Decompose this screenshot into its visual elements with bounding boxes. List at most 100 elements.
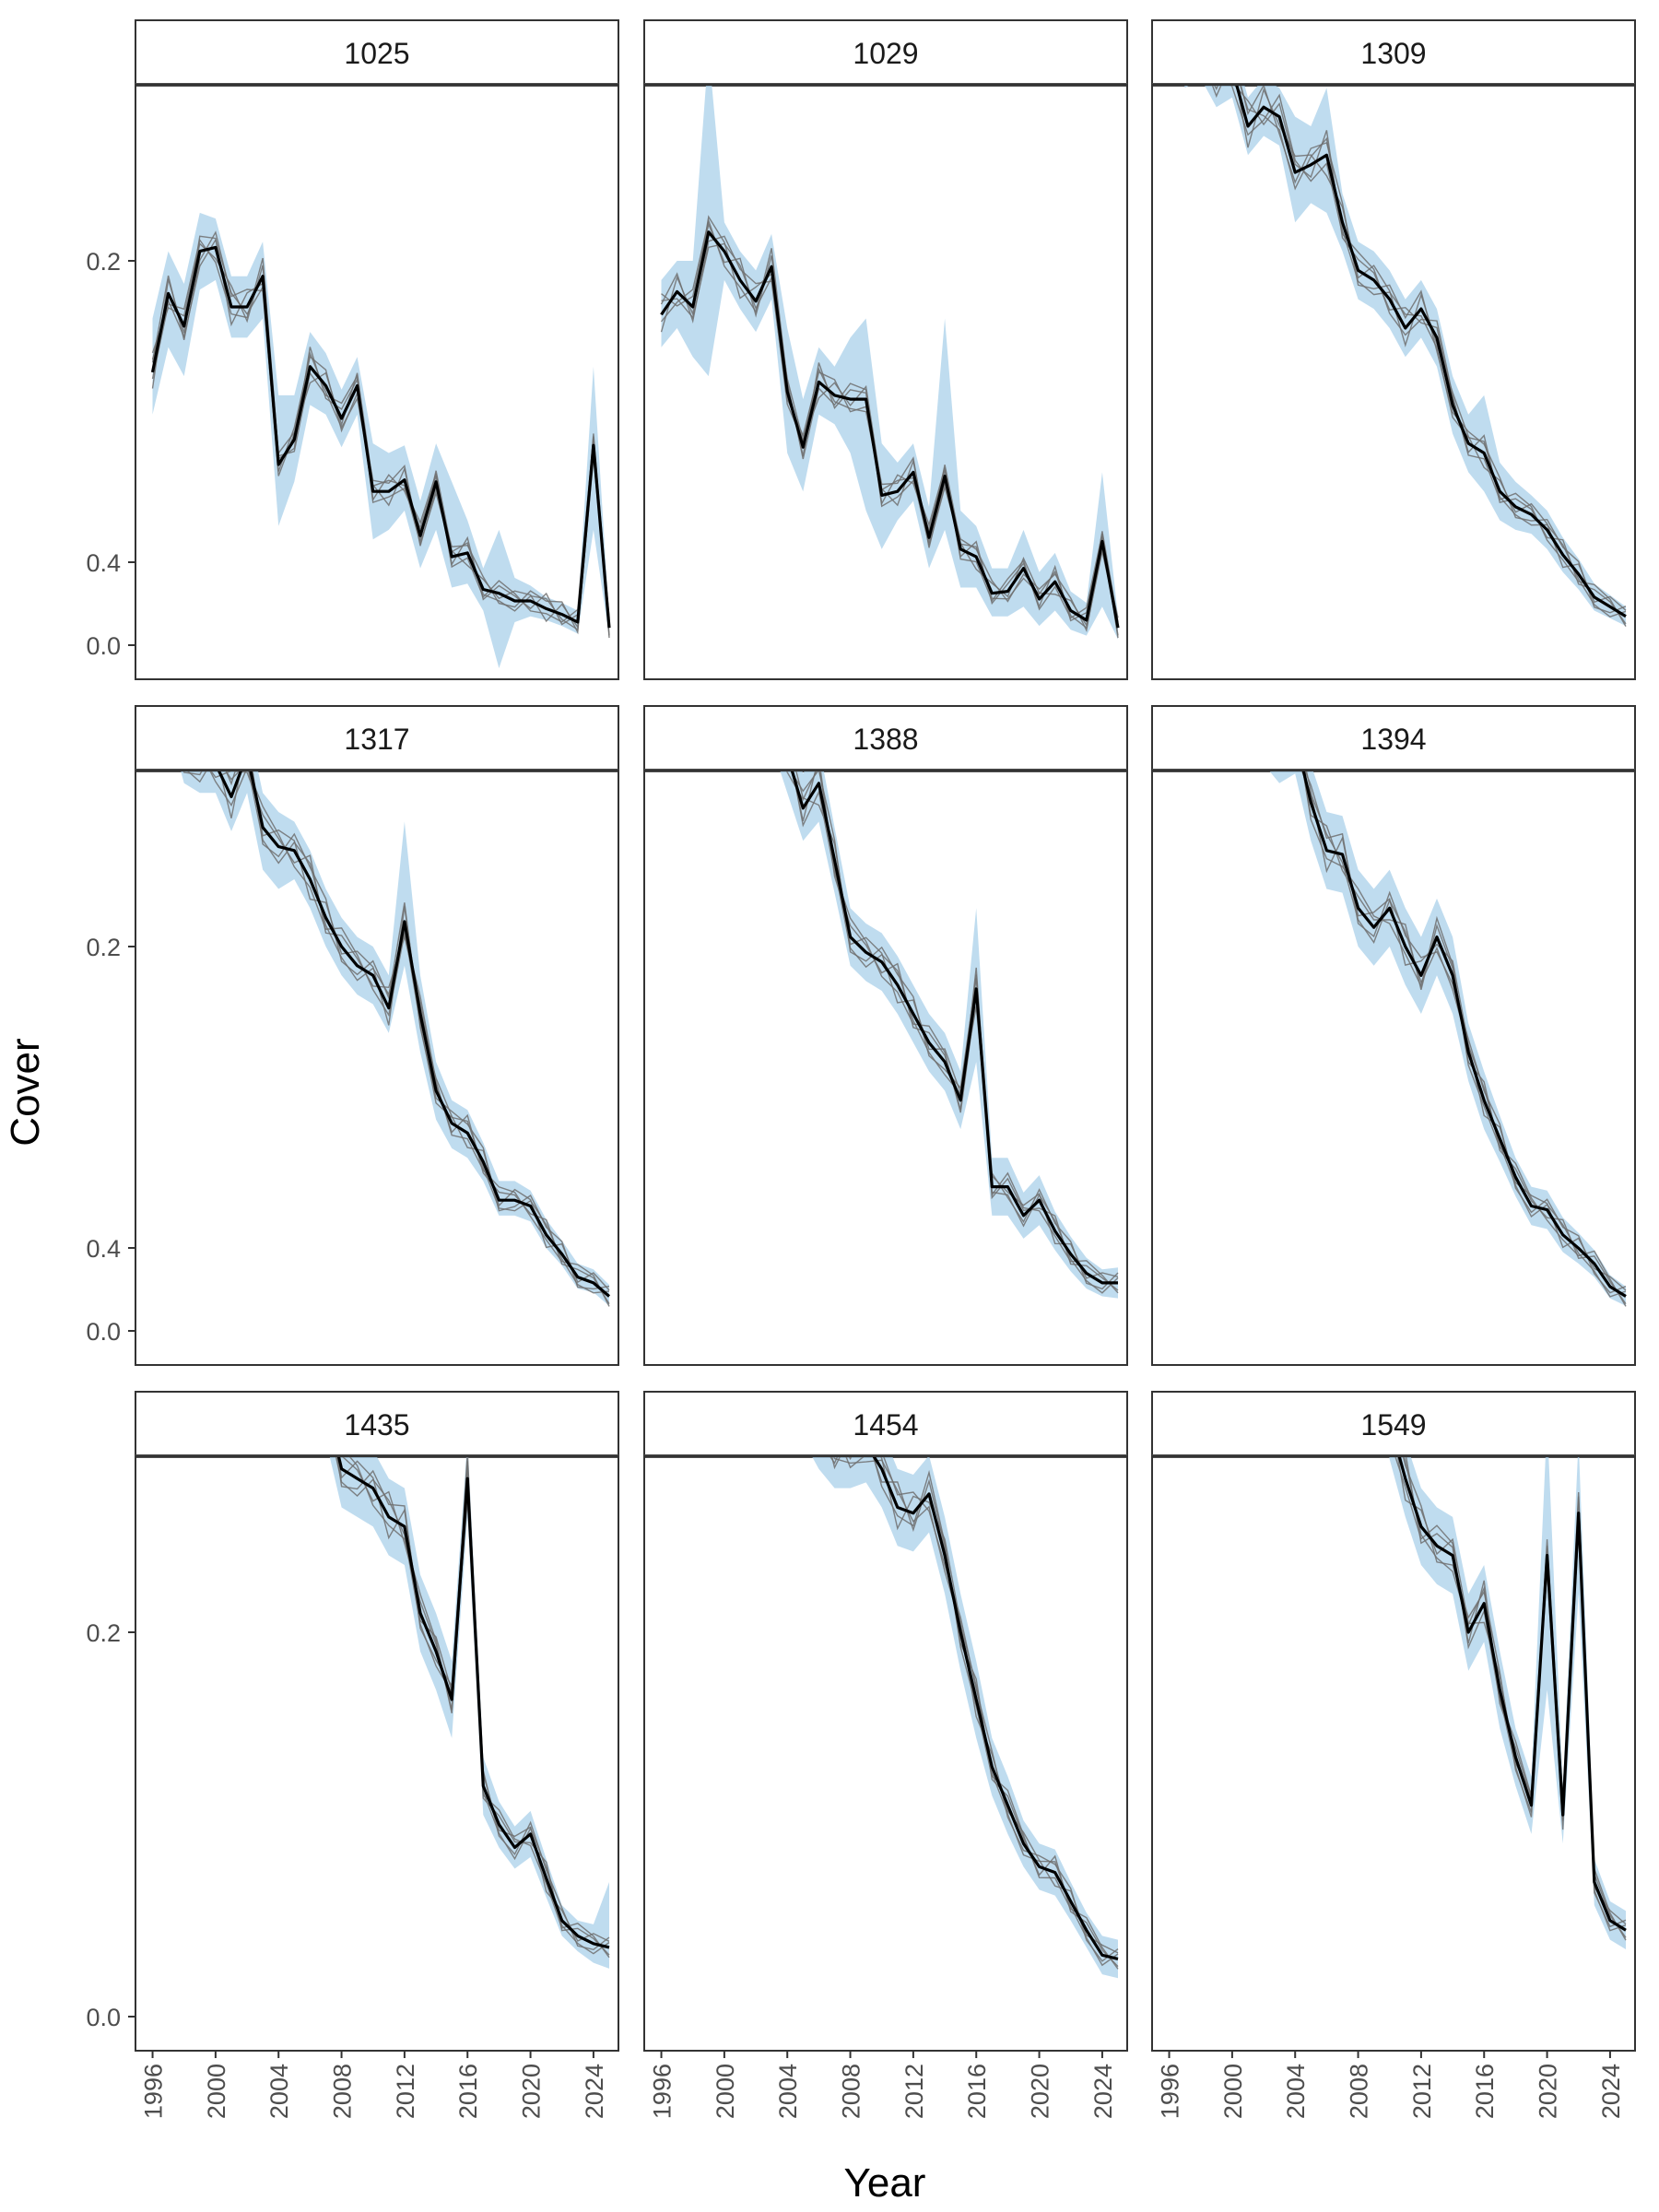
replicate-line xyxy=(1304,771,1627,1294)
replicate-line xyxy=(1394,1456,1627,1941)
facet-label: 1454 xyxy=(853,1408,918,1441)
x-tick-label: 2024 xyxy=(581,2064,608,2119)
x-tick-label: 2020 xyxy=(1027,2064,1054,2119)
replicate-line xyxy=(1302,771,1627,1307)
x-tick-label: 2008 xyxy=(1346,2064,1373,2119)
mean-line xyxy=(660,230,1120,629)
replicate-line xyxy=(661,242,1119,629)
replicate-line xyxy=(845,1456,1119,1962)
facet-strip xyxy=(643,705,1128,771)
mean-line xyxy=(872,1456,1119,1960)
x-axis-title: Year xyxy=(844,2160,926,2206)
replicate-line xyxy=(1300,771,1627,1298)
replicate-line xyxy=(151,238,610,639)
x-tick-label: 2004 xyxy=(1282,2064,1310,2119)
facet-label: 1309 xyxy=(1360,37,1426,70)
facet-label: 1388 xyxy=(853,723,918,756)
facet-label: 1549 xyxy=(1360,1408,1426,1441)
y-tick-label: 0.0 xyxy=(86,632,121,660)
panel-border xyxy=(643,84,1128,680)
x-tick-label: 1996 xyxy=(1157,2064,1184,2119)
y-tick-label: 0.4 xyxy=(86,1235,121,1263)
x-tick-label: 1996 xyxy=(649,2064,677,2119)
y-tick-label: 0.2 xyxy=(86,248,121,276)
y-tick-label: 0.2 xyxy=(86,934,121,961)
x-tick-label: 2016 xyxy=(454,2064,482,2119)
replicate-line xyxy=(660,235,1119,632)
x-tick-label: 2012 xyxy=(1408,2064,1436,2119)
replicate-line xyxy=(1233,85,1627,625)
replicate-line xyxy=(335,1456,610,1955)
x-tick-label: 2008 xyxy=(329,2064,357,2119)
confidence-ribbon xyxy=(661,85,1118,640)
y-tick-label: 0.4 xyxy=(86,549,121,577)
x-tick-label: 2020 xyxy=(1535,2064,1562,2119)
replicate-line xyxy=(848,1456,1119,1954)
replicate-line xyxy=(1302,771,1627,1305)
replicate-line xyxy=(218,771,610,1291)
facet-plot-area xyxy=(1184,85,1627,627)
panel-border xyxy=(135,1455,619,2052)
x-tick-label: 2012 xyxy=(900,2064,928,2119)
replicate-line xyxy=(792,771,1119,1294)
facet-panel: 1435 0.0 0.2 0.4 1996 2000 2004 2008 2012 2016 202… xyxy=(86,1235,619,2119)
replicate-line xyxy=(151,235,610,629)
x-tick-label: 2004 xyxy=(265,2064,293,2119)
facet-plot-area xyxy=(180,771,611,1307)
mean-line xyxy=(150,245,611,629)
x-tick-label: 2008 xyxy=(838,2064,865,2119)
facet-label: 1029 xyxy=(853,37,918,70)
facet-panel: 1029 xyxy=(643,19,1128,680)
x-tick-label: 2012 xyxy=(392,2064,419,2119)
x-tick-label: 2024 xyxy=(1597,2064,1625,2119)
replicate-line xyxy=(185,771,610,1294)
facet-panel: 1317 0.0 0.2 0.4 xyxy=(86,549,619,1366)
replicate-line xyxy=(789,771,1119,1290)
facet-plot-area xyxy=(150,212,611,668)
replicate-line xyxy=(1211,85,1627,618)
facet-plot-area xyxy=(780,771,1119,1299)
x-tick-label: 2000 xyxy=(712,2064,739,2119)
x-tick-label: 2020 xyxy=(518,2064,546,2119)
facet-label: 1394 xyxy=(1360,723,1426,756)
replicate-line xyxy=(209,771,610,1304)
x-tick-label: 2016 xyxy=(963,2064,991,2119)
facet-strip xyxy=(1151,705,1636,771)
confidence-ribbon xyxy=(780,771,1118,1299)
confidence-ribbon xyxy=(180,771,609,1306)
facet-panel: 1388 xyxy=(643,705,1128,1366)
facet-strip xyxy=(643,1391,1128,1457)
facet-strip xyxy=(643,19,1128,86)
facet-panel: 1454 1996 2000 2004 2008 2012 2016 2020 2024 xyxy=(643,1391,1128,2119)
replicate-line xyxy=(661,222,1119,636)
panel-border xyxy=(1151,770,1636,1366)
confidence-ribbon xyxy=(1268,771,1626,1306)
y-tick-label: 0.0 xyxy=(86,1318,121,1346)
facet-plot-area xyxy=(1389,1456,1627,1949)
replicate-line xyxy=(660,218,1119,639)
replicate-line xyxy=(1305,771,1627,1291)
mean-line xyxy=(790,771,1118,1285)
replicate-line xyxy=(336,1456,610,1951)
facet-panel: 1549 1996 2000 2004 2008 2012 2016 2020 2024 xyxy=(1151,1391,1636,2119)
panel-border xyxy=(135,770,619,1366)
replicate-line xyxy=(151,242,610,636)
facet-strip xyxy=(135,705,619,771)
mean-line xyxy=(1235,85,1627,618)
confidence-ribbon xyxy=(811,1456,1118,1979)
replicate-line xyxy=(660,215,1119,628)
x-tick-label: 2024 xyxy=(1089,2064,1117,2119)
x-tick-label: 2000 xyxy=(203,2064,230,2119)
mean-line xyxy=(1397,1456,1627,1932)
panel-border xyxy=(1151,1455,1636,2052)
x-tick-label: 2000 xyxy=(1219,2064,1247,2119)
replicate-line xyxy=(337,1456,610,1943)
replicate-line xyxy=(832,1456,1119,1967)
replicate-line xyxy=(151,238,610,631)
replicate-line xyxy=(1236,85,1627,611)
facet-panel: 1025 0.0 0.2 0.4 xyxy=(86,19,619,680)
mean-line xyxy=(336,1456,610,1949)
panel-border xyxy=(643,770,1128,1366)
facet-plot-area xyxy=(329,1456,610,1969)
